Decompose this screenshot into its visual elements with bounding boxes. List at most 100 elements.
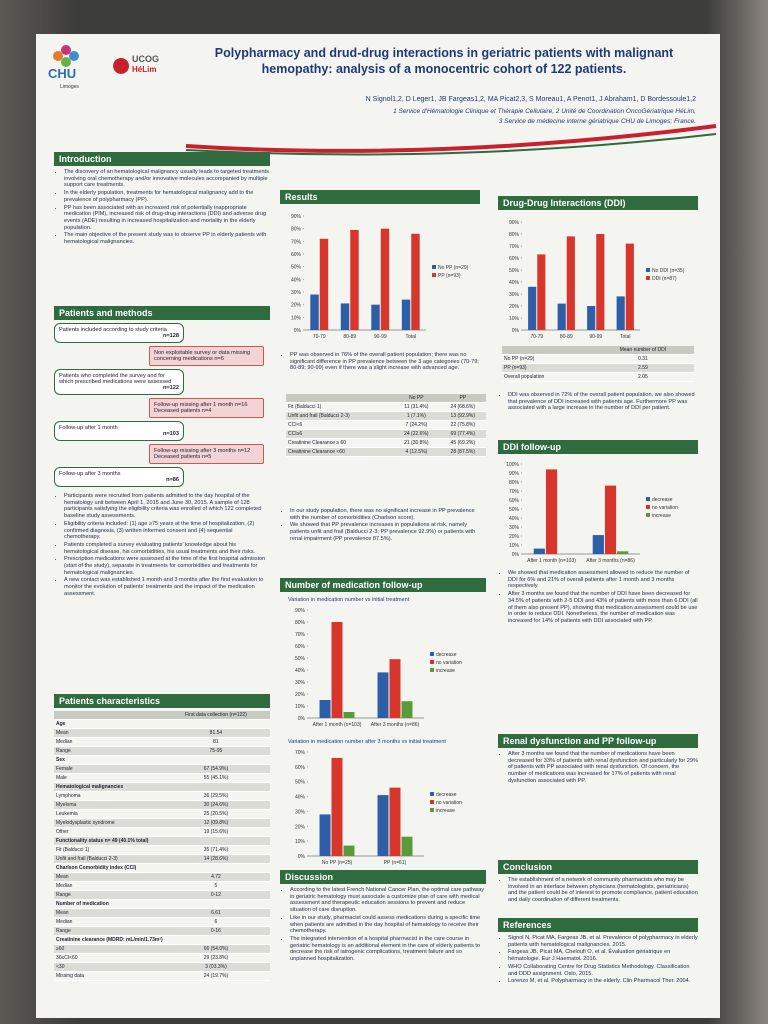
- y-tick-label: 40%: [291, 277, 302, 283]
- y-tick-label: 20%: [295, 824, 306, 830]
- table-cell: 0-16: [161, 926, 270, 936]
- table-row: Median 5: [54, 881, 270, 891]
- bar: [616, 296, 625, 330]
- title: Polypharmacy and drud-drug interactions …: [214, 46, 674, 76]
- bullet: Participants were recruited from patient…: [64, 493, 270, 520]
- table-row: Charlson Comorbidity index (CCI): [54, 863, 270, 873]
- x-tick-label: After 1 month (n=103): [313, 722, 362, 728]
- flow-text: Patients included according to study cri…: [59, 327, 167, 333]
- table-row: Number of medication: [54, 899, 270, 909]
- section-heading: Patients characteristics: [54, 694, 270, 708]
- legend-label: DDI (n=87): [652, 276, 677, 282]
- legend-swatch: [430, 652, 434, 656]
- bar: [401, 299, 411, 330]
- table-row: Male 55 (45.1%): [54, 773, 270, 783]
- x-tick-label: 80-89: [343, 334, 356, 340]
- legend-swatch: [646, 513, 650, 517]
- table-row: <30 3 (03.3%): [54, 962, 270, 972]
- section-heading: Discussion: [280, 870, 486, 884]
- table-cell: 28 (87.5%): [439, 447, 486, 457]
- table-cell: 11 (31.4%): [393, 402, 440, 412]
- y-tick-label: 50%: [295, 780, 306, 786]
- characteristics-section: Patients characteristics First data colle…: [54, 694, 270, 981]
- bar: [545, 469, 558, 554]
- bullet-list: We showed that medication assessment all…: [498, 570, 698, 625]
- y-tick-label: 40%: [295, 668, 306, 674]
- bullet-list: In our study population, there was no si…: [280, 508, 486, 543]
- flow-text: Patients who completed the survey and fo…: [59, 373, 172, 385]
- flow-box: Follow-up after 3 months n=86: [54, 467, 184, 487]
- table-cell: Median: [54, 917, 162, 927]
- references-section: References Signol N, Picat MA, Fargeas JB…: [498, 918, 698, 986]
- table-row: 30≤Cl<60 29 (23.8%): [54, 953, 270, 963]
- bullet: After 3 months we found that the number …: [508, 591, 698, 625]
- bullet-list: PP was observed in 76% of the overall pa…: [280, 352, 486, 372]
- table-row: Age: [54, 719, 270, 729]
- table-cell: Creatinine Clearance <60: [286, 447, 394, 457]
- bar: [533, 548, 545, 554]
- flow-text: Non exploitable survey or data missing c…: [154, 350, 251, 362]
- table-row: Creatinine Clearance <60 4 (12.5%) 28 (87.…: [286, 447, 486, 457]
- table-cell: 6: [161, 917, 270, 927]
- legend-swatch: [646, 497, 650, 501]
- table-row: Overall population 2.05: [502, 372, 694, 382]
- table-row: Range 0-12: [54, 890, 270, 900]
- flow-text: Follow-up after 1 month: [59, 425, 118, 431]
- table-header: Mean number of DDI: [502, 346, 694, 355]
- y-tick-label: 70%: [295, 632, 306, 638]
- y-tick-label: 30%: [509, 525, 520, 531]
- table-row: Median 81: [54, 737, 270, 747]
- table-row: Creatinine clearance (MDRD: mL/min/1.73m…: [54, 935, 270, 945]
- table-row: Median 6: [54, 917, 270, 927]
- legend-swatch: [430, 668, 434, 672]
- table-row: ≥60 66 (54.0%): [54, 944, 270, 954]
- section-heading: DDI follow-up: [498, 440, 698, 454]
- bullet-list: Signol N, Picat MA, Fargeas JB, et al. P…: [498, 935, 698, 985]
- x-tick-label: 80-89: [560, 334, 573, 340]
- table-cell: 35 (71.4%): [161, 845, 270, 855]
- bullet: In our study population, there was no si…: [290, 508, 486, 521]
- y-tick-label: 0%: [512, 552, 520, 558]
- ddi_text-section: DDI was observed in 72% of the overall p…: [498, 392, 698, 413]
- ddi_followup_text-section: We showed that medication assessment all…: [498, 570, 698, 626]
- bar: [587, 306, 596, 330]
- bar: [310, 294, 319, 330]
- table-cell: 45 (69.2%): [439, 438, 486, 448]
- bar: [371, 304, 380, 330]
- legend-swatch: [432, 265, 436, 269]
- bullet: Fargeas JB, Picat MA, Cheloufi O, et al.…: [508, 949, 698, 962]
- table-cell: Leukemia: [54, 809, 162, 819]
- bar: [411, 233, 420, 330]
- logo-sub: HéLim: [132, 65, 156, 74]
- y-tick-label: 90%: [509, 471, 520, 477]
- table: First data collection (n=122) Age Mean 81.5…: [54, 711, 270, 981]
- x-tick-label: Total: [405, 334, 416, 340]
- y-tick-label: 50%: [509, 268, 520, 274]
- flow-note: Non exploitable survey or data missing c…: [149, 346, 264, 366]
- flow-text: Follow-up after 3 months: [59, 471, 121, 477]
- table-cell: Mean: [54, 908, 162, 918]
- legend-label: increase: [436, 808, 455, 814]
- bullet: Eligibility criteria included: (1) age ≥…: [64, 521, 270, 541]
- table-row: Mean 6.61: [54, 908, 270, 918]
- table-cell: 4 (12.5%): [393, 447, 440, 457]
- table-row: No PP (n=29) 0.31: [502, 354, 694, 364]
- section-heading: Number of medication follow-up: [280, 578, 486, 592]
- legend-swatch: [646, 276, 650, 280]
- y-tick-label: 0%: [512, 328, 520, 334]
- chart: 0% 10% 20% 30% 40% 50% 60% 70% 80% 90% 100% After 1…: [498, 458, 698, 568]
- y-tick-label: 10%: [295, 704, 306, 710]
- pp_table-section: No PP PP Fit (Balducci 1) 11 (31.4%) 24 (68.…: [286, 394, 486, 457]
- x-tick-label: After 1 month (n=103): [527, 558, 576, 564]
- table-cell: 81.54: [161, 728, 270, 738]
- legend-swatch: [432, 273, 436, 277]
- table-row: Fit (Balducci 1) 35 (71.4%): [54, 845, 270, 855]
- flow-text: Follow-up missing after 1 month n=16 Dec…: [154, 402, 248, 414]
- table-cell: 4.72: [161, 872, 270, 882]
- table-cell: <30: [54, 962, 162, 972]
- flow-count: n=128: [162, 333, 179, 339]
- table-cell: 7 (24.2%): [393, 420, 440, 430]
- table-cell: 6.61: [161, 908, 270, 918]
- legend-swatch: [430, 792, 434, 796]
- table-cell: Creatinine clearance (MDRD: mL/min/1.73m…: [54, 935, 270, 945]
